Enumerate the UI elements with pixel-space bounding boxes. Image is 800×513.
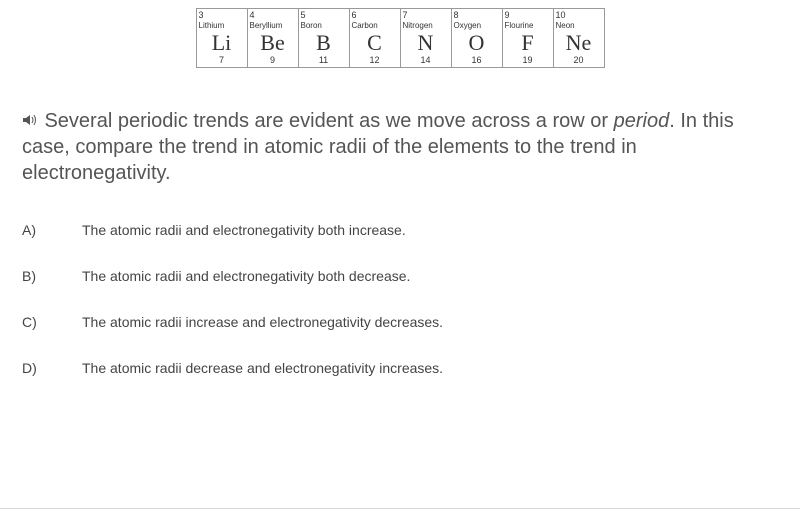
- atomic-mass: 7: [197, 55, 247, 65]
- element-symbol: N: [401, 31, 451, 55]
- element-name: Boron: [299, 21, 349, 30]
- bottom-divider: [0, 508, 800, 509]
- audio-icon[interactable]: [22, 113, 38, 132]
- atomic-mass: 9: [248, 55, 298, 65]
- periodic-table-row: 3 Lithium Li 7 4 Beryllium Be 9 5 Boron …: [0, 8, 800, 68]
- question-italic: period: [614, 110, 670, 132]
- atomic-mass: 16: [452, 55, 502, 65]
- question-part1: Several periodic trends are evident as w…: [44, 110, 613, 132]
- element-name: Beryllium: [248, 21, 298, 30]
- question-block: Several periodic trends are evident as w…: [22, 108, 778, 186]
- element-symbol: Ne: [554, 31, 604, 55]
- element-cell: 4 Beryllium Be 9: [247, 8, 299, 68]
- element-name: Flourine: [503, 21, 553, 30]
- element-name: Oxygen: [452, 21, 502, 30]
- option-text: The atomic radii and electronegativity b…: [82, 222, 778, 238]
- option-a[interactable]: A) The atomic radii and electronegativit…: [22, 222, 778, 238]
- option-b[interactable]: B) The atomic radii and electronegativit…: [22, 268, 778, 284]
- element-name: Carbon: [350, 21, 400, 30]
- atomic-number: 10: [554, 9, 604, 21]
- element-cell: 7 Nitrogen N 14: [400, 8, 452, 68]
- atomic-mass: 14: [401, 55, 451, 65]
- atomic-number: 6: [350, 9, 400, 21]
- option-label: D): [22, 360, 82, 376]
- atomic-number: 9: [503, 9, 553, 21]
- option-label: B): [22, 268, 82, 284]
- element-symbol: O: [452, 31, 502, 55]
- element-cell: 8 Oxygen O 16: [451, 8, 503, 68]
- element-cell: 10 Neon Ne 20: [553, 8, 605, 68]
- atomic-number: 3: [197, 9, 247, 21]
- atomic-mass: 11: [299, 55, 349, 65]
- option-label: C): [22, 314, 82, 330]
- element-name: Neon: [554, 21, 604, 30]
- element-symbol: B: [299, 31, 349, 55]
- option-text: The atomic radii decrease and electroneg…: [82, 360, 778, 376]
- element-cell: 9 Flourine F 19: [502, 8, 554, 68]
- question-text: Several periodic trends are evident as w…: [22, 110, 734, 184]
- atomic-mass: 20: [554, 55, 604, 65]
- element-name: Lithium: [197, 21, 247, 30]
- atomic-number: 7: [401, 9, 451, 21]
- atomic-mass: 19: [503, 55, 553, 65]
- atomic-number: 8: [452, 9, 502, 21]
- element-cell: 3 Lithium Li 7: [196, 8, 248, 68]
- atomic-mass: 12: [350, 55, 400, 65]
- atomic-number: 4: [248, 9, 298, 21]
- element-cell: 5 Boron B 11: [298, 8, 350, 68]
- atomic-number: 5: [299, 9, 349, 21]
- element-symbol: Li: [197, 31, 247, 55]
- answer-options: A) The atomic radii and electronegativit…: [22, 222, 778, 376]
- element-symbol: Be: [248, 31, 298, 55]
- option-text: The atomic radii increase and electroneg…: [82, 314, 778, 330]
- element-cell: 6 Carbon C 12: [349, 8, 401, 68]
- option-label: A): [22, 222, 82, 238]
- element-symbol: C: [350, 31, 400, 55]
- option-c[interactable]: C) The atomic radii increase and electro…: [22, 314, 778, 330]
- option-text: The atomic radii and electronegativity b…: [82, 268, 778, 284]
- element-name: Nitrogen: [401, 21, 451, 30]
- option-d[interactable]: D) The atomic radii decrease and electro…: [22, 360, 778, 376]
- element-symbol: F: [503, 31, 553, 55]
